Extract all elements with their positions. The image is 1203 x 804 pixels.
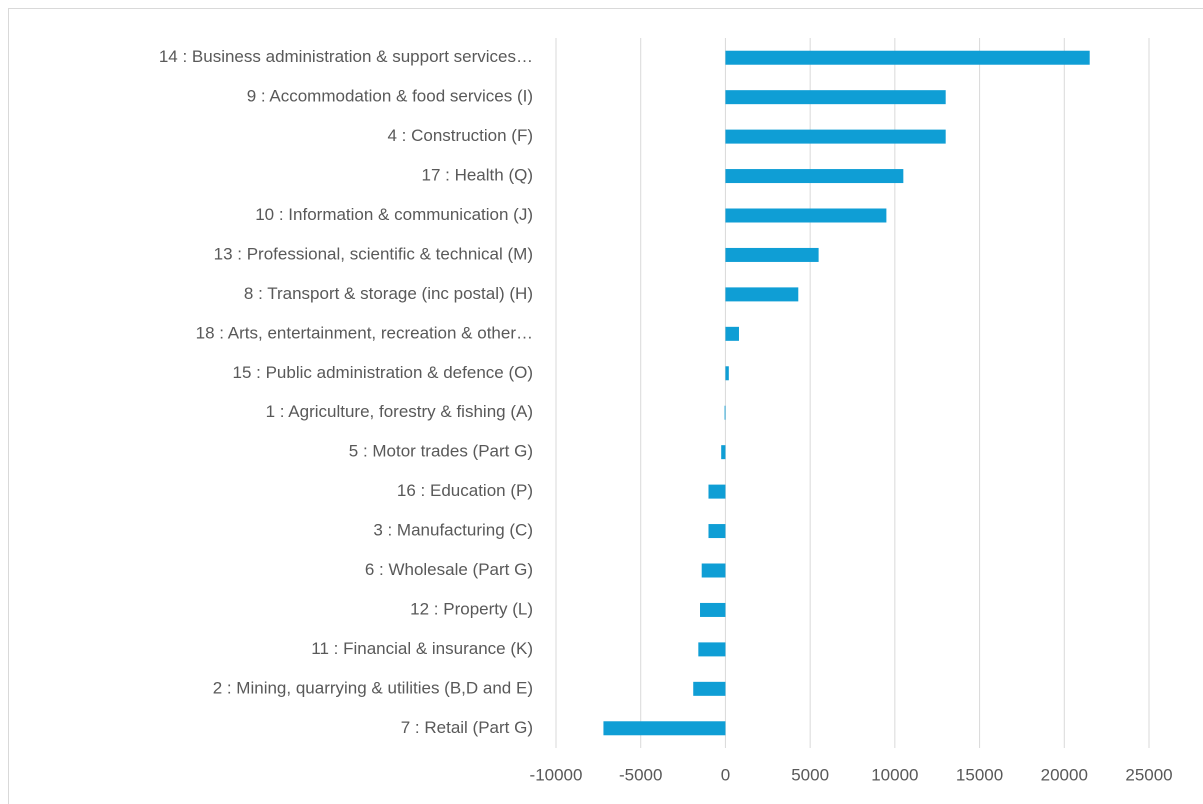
- bar: [725, 90, 946, 105]
- bar: [725, 326, 739, 341]
- y-tick-label: 3 : Manufacturing (C): [373, 521, 533, 540]
- y-tick-label: 17 : Health (Q): [422, 166, 534, 185]
- y-tick-label: 10 : Information & communication (J): [255, 205, 533, 224]
- x-tick-label: 25000: [1125, 765, 1172, 784]
- y-tick-label: 18 : Arts, entertainment, recreation & o…: [196, 323, 533, 342]
- y-tick-label: 14 : Business administration & support s…: [159, 47, 533, 66]
- bar: [721, 445, 726, 460]
- bar: [603, 721, 726, 736]
- bar: [698, 642, 726, 657]
- y-tick-label: 15 : Public administration & defence (O): [233, 363, 533, 382]
- y-tick-label: 13 : Professional, scientific & technica…: [214, 244, 533, 263]
- y-tick-label: 4 : Construction (F): [388, 126, 534, 145]
- bar: [725, 50, 1090, 65]
- bar: [725, 169, 904, 184]
- chart-frame: [8, 8, 1203, 804]
- bar: [708, 524, 726, 539]
- bar: [725, 129, 946, 144]
- y-tick-label: 11 : Financial & insurance (K): [311, 639, 533, 658]
- y-tick-label: 8 : Transport & storage (inc postal) (H): [244, 284, 533, 303]
- x-tick-label: -10000: [530, 765, 583, 784]
- y-tick-label: 1 : Agriculture, forestry & fishing (A): [266, 402, 533, 421]
- x-tick-label: 15000: [956, 765, 1003, 784]
- bar: [725, 287, 799, 302]
- y-tick-label: 12 : Property (L): [410, 599, 533, 618]
- bar: [725, 366, 729, 381]
- bar: [708, 484, 726, 499]
- bar: [693, 681, 726, 696]
- y-tick-label: 7 : Retail (Part G): [401, 718, 533, 737]
- y-tick-label: 6 : Wholesale (Part G): [365, 560, 533, 579]
- x-tick-label: -5000: [619, 765, 662, 784]
- y-tick-label: 9 : Accommodation & food services (I): [247, 87, 533, 106]
- bar: [725, 247, 819, 262]
- x-tick-label: 5000: [791, 765, 829, 784]
- y-tick-label: 5 : Motor trades (Part G): [349, 442, 533, 461]
- bar: [701, 563, 726, 578]
- x-tick-label: 0: [721, 765, 730, 784]
- x-tick-label: 20000: [1041, 765, 1088, 784]
- x-tick-label: 10000: [871, 765, 918, 784]
- bar: [725, 208, 887, 223]
- bar: [724, 405, 726, 420]
- bar: [700, 602, 726, 617]
- y-tick-label: 16 : Education (P): [397, 481, 533, 500]
- y-tick-label: 2 : Mining, quarrying & utilities (B,D a…: [213, 678, 533, 697]
